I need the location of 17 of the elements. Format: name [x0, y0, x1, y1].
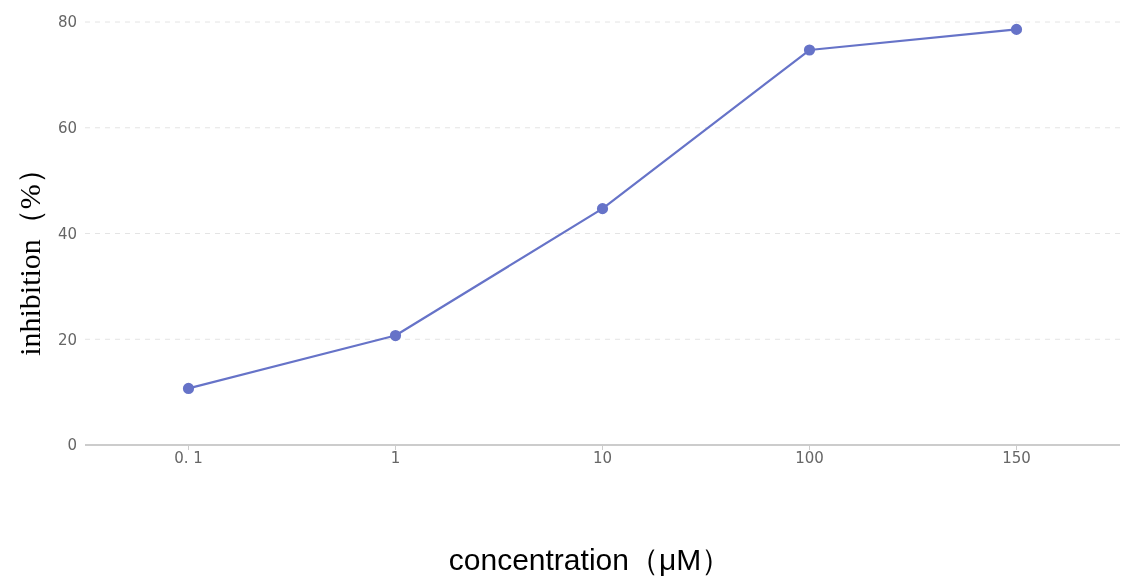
y-axis-title: inhibition（%） [11, 154, 47, 356]
point [803, 44, 816, 56]
x-tick-label: 100 [795, 448, 824, 467]
y-tick-label: 80 [57, 13, 77, 32]
y-tick-label: 60 [57, 119, 77, 138]
point [1010, 23, 1023, 35]
x-tick-label: 0. 1 [174, 448, 203, 467]
x-tick-label: 150 [1002, 448, 1031, 467]
point [596, 203, 609, 215]
point [182, 382, 195, 395]
x-axis-title: concentration（μM） [448, 541, 732, 578]
x-tick-label: 1 [390, 448, 401, 467]
y-tick-label: 0 [67, 436, 77, 455]
y-tick-label: 20 [57, 330, 77, 349]
y-tick-label: 40 [57, 224, 77, 243]
point [389, 329, 402, 342]
x-tick-label: 10 [592, 448, 613, 467]
